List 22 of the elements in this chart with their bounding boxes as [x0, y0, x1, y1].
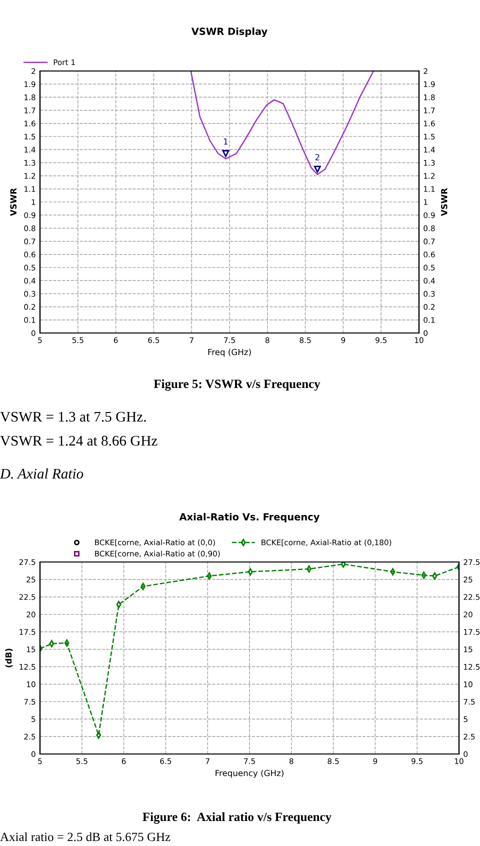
text: D. Axial Ratio — [0, 468, 84, 479]
point — [49, 640, 54, 648]
y-axis-title: VSWR — [10, 188, 17, 216]
point — [421, 572, 426, 579]
text: VSWR = 1.3 at 7.5 GHz. — [0, 412, 146, 422]
point — [390, 568, 396, 576]
y2-axis-title: VSWR — [441, 188, 448, 216]
y-axis-title: (dB) — [5, 648, 13, 668]
line-series — [190, 71, 374, 176]
annotation: 2 — [315, 154, 320, 160]
annotation: 1 — [224, 138, 228, 145]
x-axis-title: Frequency (GHz) — [216, 770, 284, 778]
text: Axial ratio = 2.5 dB at 5.675 GHz — [0, 832, 170, 842]
text: VSWR = 1.24 at 8.66 GHz — [0, 436, 158, 446]
x-axis-title: Freq (GHz) — [208, 348, 251, 357]
chart-title: Axial-Ratio Vs. Frequency — [179, 512, 320, 522]
point — [340, 562, 346, 568]
chart-title: VSWR Display — [191, 28, 268, 37]
point — [248, 568, 253, 576]
caption: Figure 5: VSWR v/s Frequency — [154, 379, 320, 391]
point — [96, 732, 102, 739]
caption: Figure 6: Axial ratio v/s Frequency — [142, 812, 332, 824]
